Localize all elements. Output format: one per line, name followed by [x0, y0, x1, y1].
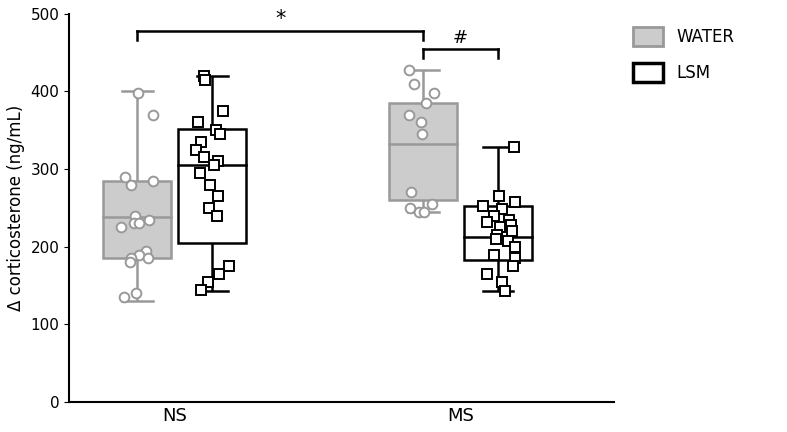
Bar	[464, 206, 532, 260]
Bar	[103, 181, 172, 258]
Legend: WATER, LSM: WATER, LSM	[628, 22, 739, 87]
Bar	[178, 129, 246, 243]
Y-axis label: Δ corticosterone (ng/mL): Δ corticosterone (ng/mL)	[7, 105, 25, 311]
Text: *: *	[275, 9, 286, 29]
Bar	[390, 103, 457, 200]
Text: #: #	[453, 29, 468, 47]
